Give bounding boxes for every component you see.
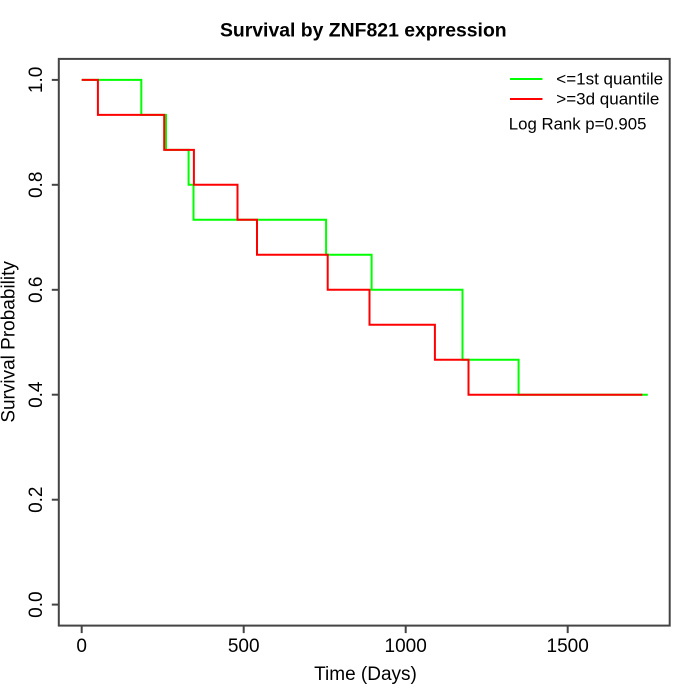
- svg-text:1000: 1000: [385, 636, 427, 657]
- svg-text:Log Rank p=0.905: Log Rank p=0.905: [509, 115, 647, 134]
- svg-text:0.0: 0.0: [26, 591, 47, 617]
- svg-text:0: 0: [76, 636, 87, 657]
- svg-text:1.0: 1.0: [26, 67, 47, 93]
- svg-text:0.6: 0.6: [26, 277, 47, 303]
- svg-text:Survival Probability: Survival Probability: [0, 261, 20, 423]
- svg-text:<=1st quantile: <=1st quantile: [556, 69, 663, 88]
- svg-text:>=3d quantile: >=3d quantile: [556, 89, 659, 108]
- svg-text:1500: 1500: [547, 636, 589, 657]
- svg-text:Time (Days): Time (Days): [314, 664, 417, 685]
- svg-text:0.4: 0.4: [26, 381, 47, 408]
- svg-text:Survival by ZNF821 expression: Survival by ZNF821 expression: [220, 19, 507, 41]
- svg-text:500: 500: [228, 636, 260, 657]
- svg-text:0.2: 0.2: [26, 486, 47, 512]
- svg-text:0.8: 0.8: [26, 172, 47, 198]
